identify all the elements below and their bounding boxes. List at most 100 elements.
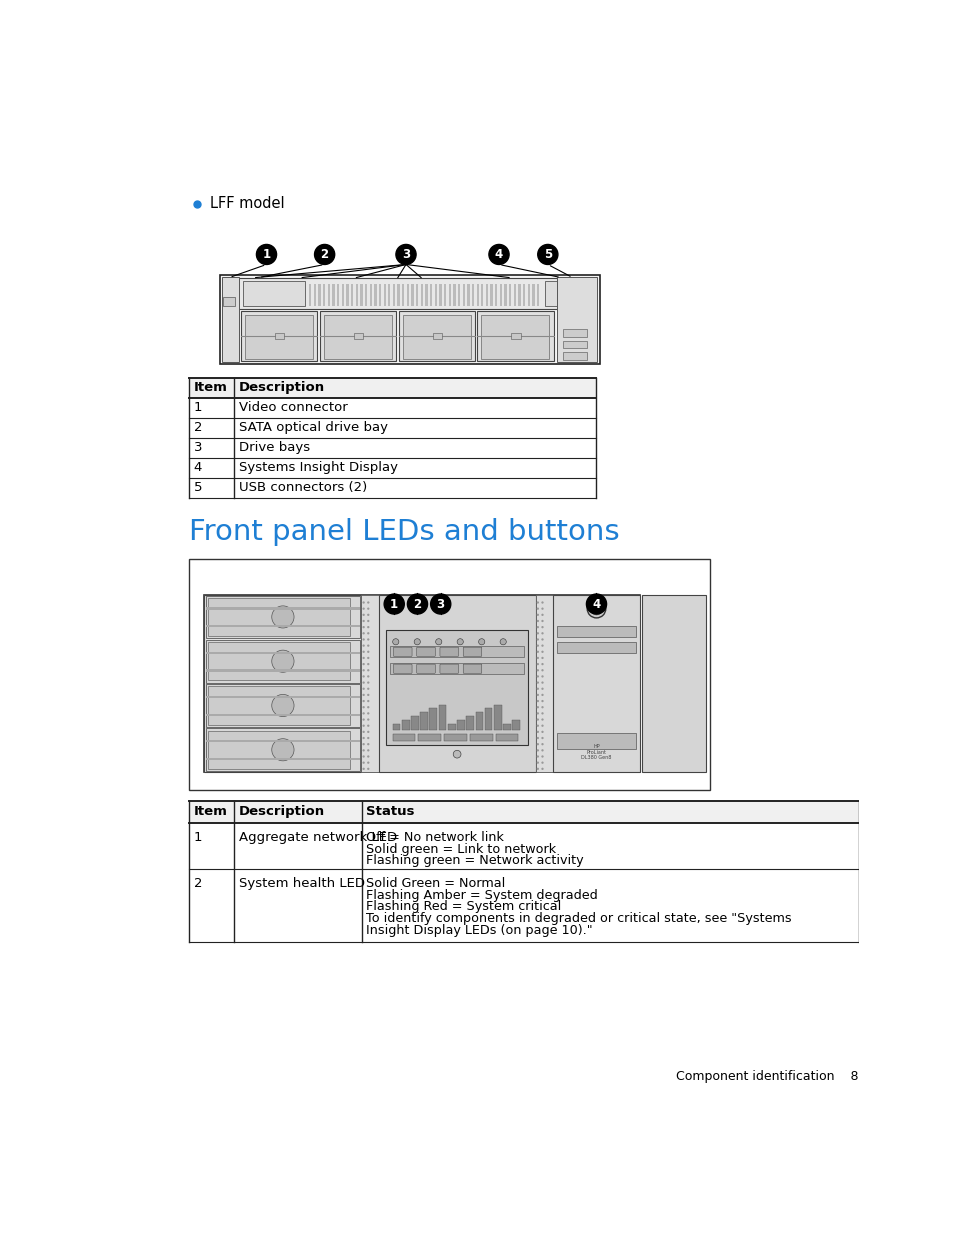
Bar	[365, 284, 367, 306]
Bar	[189, 802, 859, 823]
Bar	[332, 284, 335, 306]
Circle shape	[540, 762, 543, 763]
Bar	[206, 695, 359, 698]
Circle shape	[456, 638, 463, 645]
Bar	[499, 284, 501, 306]
Text: 3: 3	[401, 248, 410, 261]
FancyBboxPatch shape	[463, 664, 481, 673]
Bar	[346, 284, 348, 306]
Bar	[532, 284, 534, 306]
Circle shape	[314, 245, 335, 264]
Bar	[245, 315, 313, 359]
Text: Status: Status	[366, 805, 415, 819]
Bar	[397, 284, 399, 306]
Circle shape	[367, 620, 369, 622]
Circle shape	[540, 608, 543, 610]
Text: Drive bays: Drive bays	[238, 441, 310, 454]
Bar	[206, 758, 359, 761]
Circle shape	[362, 688, 364, 690]
FancyBboxPatch shape	[393, 664, 412, 673]
Circle shape	[362, 608, 364, 610]
Circle shape	[540, 682, 543, 684]
Circle shape	[537, 762, 538, 763]
Bar	[355, 284, 357, 306]
Text: 4: 4	[495, 248, 502, 261]
Circle shape	[540, 719, 543, 721]
Circle shape	[362, 676, 364, 678]
Bar	[438, 704, 446, 730]
Circle shape	[478, 638, 484, 645]
Bar	[472, 284, 474, 306]
Bar	[425, 284, 427, 306]
Bar	[480, 284, 483, 306]
Circle shape	[540, 657, 543, 659]
Circle shape	[362, 669, 364, 672]
Bar	[208, 598, 350, 636]
Bar	[557, 626, 636, 637]
Circle shape	[540, 601, 543, 604]
Bar	[323, 284, 325, 306]
Bar	[481, 315, 549, 359]
Circle shape	[362, 725, 364, 727]
Text: To identify components in degraded or critical state, see "Systems: To identify components in degraded or cr…	[366, 911, 791, 925]
Bar	[527, 284, 530, 306]
Bar	[274, 333, 284, 340]
Bar	[208, 642, 350, 680]
Circle shape	[540, 700, 543, 703]
FancyBboxPatch shape	[416, 664, 435, 673]
Bar	[562, 352, 586, 359]
Bar	[241, 311, 317, 362]
Circle shape	[540, 669, 543, 672]
Circle shape	[537, 669, 538, 672]
Text: 1: 1	[262, 248, 271, 261]
Bar	[393, 284, 395, 306]
Bar	[494, 704, 501, 730]
Bar	[374, 284, 376, 306]
Circle shape	[537, 713, 538, 715]
Circle shape	[540, 651, 543, 653]
Bar	[390, 646, 523, 657]
Circle shape	[367, 638, 369, 641]
Circle shape	[537, 750, 538, 751]
Circle shape	[540, 645, 543, 647]
Text: SATA optical drive bay: SATA optical drive bay	[238, 421, 387, 435]
Bar	[509, 284, 511, 306]
Circle shape	[367, 737, 369, 740]
Circle shape	[367, 694, 369, 697]
FancyBboxPatch shape	[463, 647, 481, 656]
Circle shape	[540, 768, 543, 769]
Circle shape	[362, 614, 364, 616]
FancyBboxPatch shape	[439, 664, 458, 673]
Bar	[206, 714, 359, 716]
Bar	[496, 734, 517, 741]
Bar	[522, 284, 525, 306]
Text: HP
ProLiant
DL380 Gen8: HP ProLiant DL380 Gen8	[580, 743, 611, 761]
Circle shape	[537, 245, 558, 264]
Bar	[378, 284, 381, 306]
Circle shape	[367, 601, 369, 604]
Circle shape	[488, 245, 509, 264]
Circle shape	[362, 756, 364, 757]
Text: 3: 3	[436, 598, 444, 610]
Text: Solid green = Link to network: Solid green = Link to network	[366, 842, 556, 856]
Circle shape	[537, 608, 538, 610]
Bar	[504, 284, 506, 306]
Circle shape	[537, 706, 538, 709]
Circle shape	[367, 669, 369, 672]
Bar	[557, 642, 636, 652]
Text: 1: 1	[193, 831, 202, 845]
Bar	[453, 284, 456, 306]
Circle shape	[367, 663, 369, 666]
Circle shape	[367, 700, 369, 703]
Circle shape	[537, 756, 538, 757]
Bar	[206, 595, 359, 638]
Bar	[535, 595, 553, 772]
Bar	[545, 282, 592, 306]
Bar	[557, 734, 636, 748]
Circle shape	[362, 700, 364, 703]
Circle shape	[367, 682, 369, 684]
Text: LFF model: LFF model	[210, 196, 284, 211]
Bar	[206, 652, 359, 653]
Circle shape	[367, 626, 369, 629]
Circle shape	[367, 743, 369, 746]
